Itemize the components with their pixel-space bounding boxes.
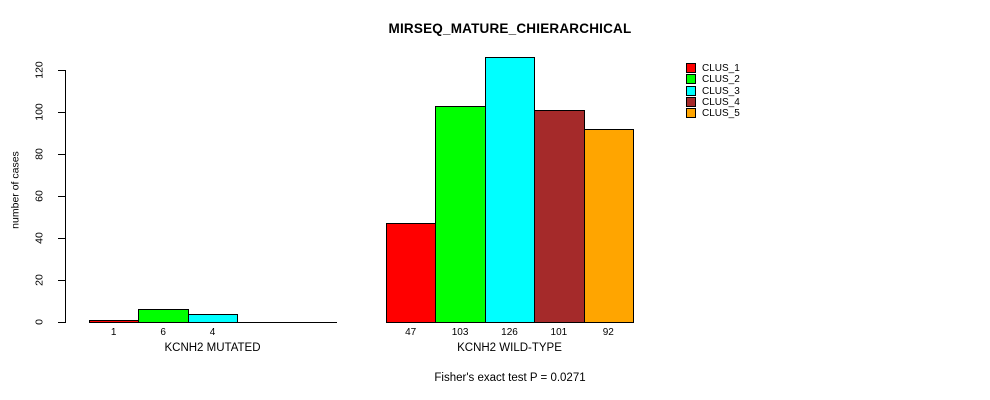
bar-value-label: 1 bbox=[110, 327, 117, 338]
y-tick bbox=[58, 238, 65, 239]
bar-clus_1 bbox=[89, 319, 140, 323]
y-tick bbox=[58, 322, 65, 323]
group-label: KCNH2 WILD-TYPE bbox=[457, 342, 562, 354]
legend-label-clus_2: CLUS_2 bbox=[702, 74, 740, 86]
y-tick-label: 100 bbox=[33, 103, 46, 121]
bar-clus_3 bbox=[484, 57, 536, 323]
bar-clus_2 bbox=[138, 309, 189, 323]
y-tick bbox=[58, 154, 65, 155]
bar-value-label: 126 bbox=[501, 327, 518, 338]
chart-title: MIRSEQ_MATURE_CHIERARCHICAL bbox=[388, 21, 632, 36]
bar-clus_5 bbox=[583, 128, 634, 323]
group-label: KCNH2 MUTATED bbox=[164, 342, 261, 354]
legend-swatch-clus_5 bbox=[686, 108, 696, 119]
legend-swatch-clus_3 bbox=[686, 85, 696, 96]
bar-value-label: 47 bbox=[405, 327, 417, 338]
y-tick-label: 80 bbox=[33, 148, 46, 160]
legend-label-clus_1: CLUS_1 bbox=[702, 63, 740, 74]
bar-clus_4 bbox=[534, 109, 585, 323]
y-tick-label: 20 bbox=[33, 274, 46, 286]
y-tick-label: 120 bbox=[33, 61, 46, 79]
legend-label-clus_5: CLUS_5 bbox=[702, 108, 740, 120]
annotation-text: Fisher's exact test P = 0.0271 bbox=[434, 372, 586, 384]
bar-value-label: 6 bbox=[160, 327, 166, 338]
y-axis-line bbox=[65, 70, 66, 323]
y-tick bbox=[58, 112, 65, 113]
bar-clus_2 bbox=[435, 105, 486, 323]
y-tick bbox=[58, 280, 65, 281]
y-tick-label: 0 bbox=[33, 319, 46, 325]
legend-swatch-clus_2 bbox=[686, 74, 696, 85]
y-tick-label: 60 bbox=[33, 190, 46, 202]
legend-label-clus_3: CLUS_3 bbox=[702, 85, 740, 97]
legend-swatch-clus_4 bbox=[686, 96, 696, 107]
y-axis-label: number of cases bbox=[9, 151, 22, 229]
bar-value-label: 92 bbox=[602, 327, 614, 338]
y-tick-label: 40 bbox=[33, 232, 46, 244]
legend-label-clus_4: CLUS_4 bbox=[702, 96, 740, 108]
y-tick bbox=[58, 70, 65, 71]
bar-clus_1 bbox=[386, 223, 437, 323]
y-tick bbox=[58, 196, 65, 197]
legend-swatch-clus_1 bbox=[686, 63, 696, 73]
bar-value-label: 4 bbox=[209, 327, 216, 338]
bar-value-label: 103 bbox=[451, 327, 469, 338]
bar-clus_3 bbox=[187, 313, 239, 323]
bar-value-label: 101 bbox=[550, 327, 568, 338]
